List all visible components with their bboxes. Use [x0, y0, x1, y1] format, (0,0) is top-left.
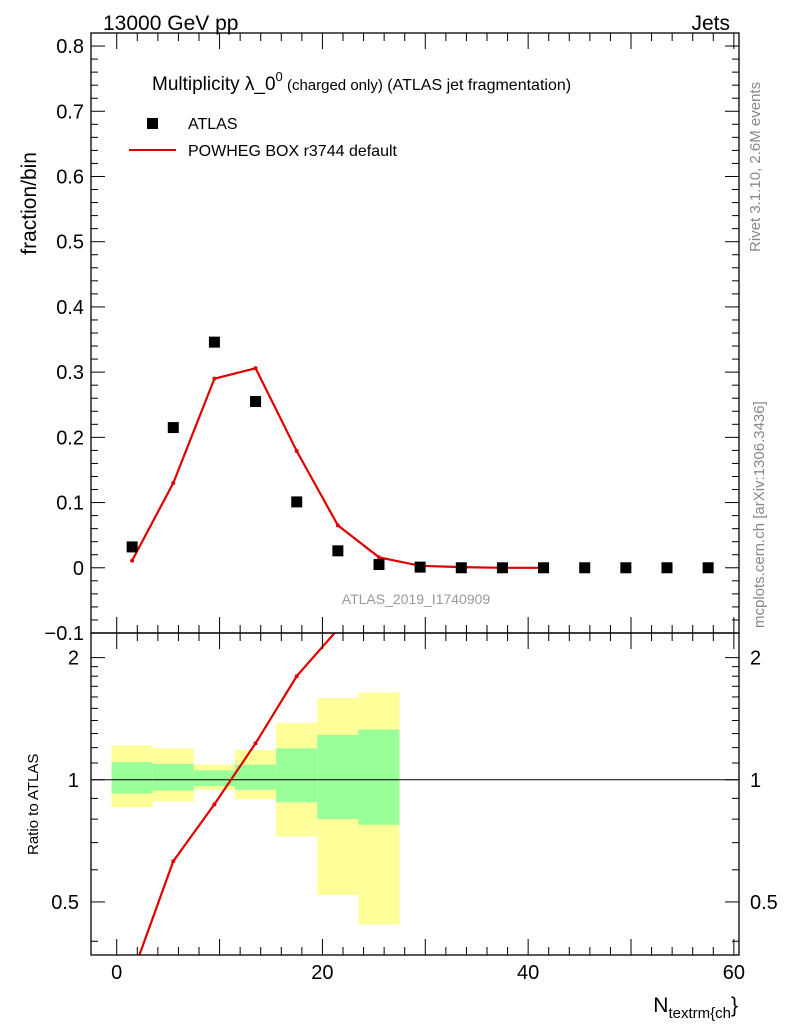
legend-label-atlas: ATLAS [188, 116, 238, 133]
ratio-powheg-line [138, 633, 337, 955]
x-tick-label: 60 [723, 962, 745, 984]
ratio-band-green [193, 770, 235, 787]
x-label-main: N [653, 994, 668, 1017]
main-ytick-label: 0.6 [56, 166, 84, 188]
ratio-ytick-label-right: 2 [750, 648, 761, 670]
rivet-label: Rivet 3.1.10, 2.6M events [747, 82, 764, 252]
title-tail: (ATLAS jet fragmentation) [383, 77, 571, 94]
atlas-point [167, 422, 179, 434]
atlas-point [373, 559, 385, 571]
powheg-point [212, 376, 217, 381]
atlas-point [455, 562, 467, 574]
main-ytick-label: 0.4 [56, 297, 84, 319]
ratio-ytick-label: 1 [68, 770, 79, 792]
main-ytick-label: 0.7 [56, 101, 84, 123]
atlas-point [661, 562, 673, 574]
powheg-point [130, 558, 135, 563]
powheg-point [294, 449, 299, 454]
title-main: Multiplicity λ_0 [152, 74, 276, 95]
main-y-ticks: −0.1 0 0.1 0.2 0.3 0.4 0.5 0.6 0.7 0.8 [45, 36, 739, 645]
ratio-band-green [358, 729, 400, 825]
x-axis-label: Ntextrm{ch} [653, 994, 738, 1022]
atlas-point [579, 562, 591, 574]
atlas-point [620, 562, 632, 574]
ratio-powheg-point [212, 802, 217, 807]
x-label-sub: textrm{ch [668, 1005, 731, 1022]
ratio-band-green [235, 764, 277, 790]
atlas-point [332, 545, 344, 557]
atlas-point [291, 496, 303, 508]
main-ytick-label: 0.8 [56, 36, 84, 58]
main-ytick-label: 0.2 [56, 427, 84, 449]
main-ytick-label: 0 [73, 558, 84, 580]
atlas-point [538, 562, 550, 574]
main-ylabel: fraction/bin [18, 152, 41, 255]
title-superscript: 0 [276, 69, 283, 84]
ratio-series-layer [130, 627, 340, 977]
ratio-powheg-point [130, 973, 134, 977]
mcplots-label: mcplots.cern.ch [arXiv:1306.3436] [751, 401, 768, 628]
ratio-powheg-point [253, 741, 258, 746]
chart-title: Multiplicity λ_00 (charged only) (ATLAS … [152, 69, 571, 95]
ratio-y-ticks: 0.5 0.5 1 1 2 2 [51, 648, 778, 942]
ratio-band-green [276, 748, 318, 803]
ratio-ytick-label: 2 [68, 648, 79, 670]
ratio-frame [90, 632, 740, 956]
x-tick-label: 20 [311, 962, 333, 984]
x-tick-label: 0 [111, 962, 122, 984]
atlas-point [126, 541, 138, 553]
ratio-powheg-point [171, 859, 176, 864]
main-ytick-label: 0.5 [56, 232, 84, 254]
atlas-point [496, 562, 508, 574]
ratio-x-ticks: 0 20 40 60 [111, 633, 745, 984]
legend: ATLAS POWHEG BOX r3744 default [129, 116, 398, 160]
powheg-point [171, 481, 176, 485]
ratio-powheg-point [336, 627, 340, 631]
energy-label: 13000 GeV pp [103, 12, 238, 35]
ratio-band-green [152, 763, 194, 791]
powheg-point [335, 523, 340, 528]
atlas-point [250, 395, 262, 407]
legend-label-powheg: POWHEG BOX r3744 default [188, 143, 398, 160]
ratio-band-green [317, 734, 359, 820]
ratio-ytick-label-right: 0.5 [750, 892, 778, 914]
legend-marker-atlas [147, 118, 158, 129]
title-small: (charged only) [283, 77, 383, 94]
ratio-ytick-label-right: 1 [750, 770, 761, 792]
x-tick-label: 40 [517, 962, 539, 984]
main-panel: −0.1 0 0.1 0.2 0.3 0.4 0.5 0.6 0.7 0.8 fraction/b… [18, 32, 740, 645]
analysis-label: ATLAS_2019_I1740909 [342, 591, 491, 607]
ratio-bands-layer [111, 692, 400, 925]
powheg-point [377, 555, 381, 560]
main-ytick-label: 0.1 [56, 493, 84, 515]
x-label-tail: } [731, 994, 738, 1017]
main-ytick-label: −0.1 [45, 623, 84, 645]
atlas-point [702, 562, 714, 574]
jets-label: Jets [691, 12, 730, 35]
atlas-point [208, 336, 220, 348]
ratio-ytick-label: 0.5 [51, 892, 79, 914]
powheg-point [253, 366, 258, 371]
main-x-ticks [116, 33, 735, 633]
ratio-powheg-point [294, 674, 299, 679]
main-series-layer [126, 336, 714, 574]
ratio-ylabel: Ratio to ATLAS [25, 754, 42, 855]
powheg-line [131, 366, 544, 569]
main-ytick-label: 0.3 [56, 362, 84, 384]
ratio-band-green [111, 762, 153, 794]
ratio-panel: 0.5 0.5 1 1 2 2 0 20 40 60 Ratio to ATLAS Ntextr… [25, 627, 778, 1022]
atlas-point [414, 561, 426, 573]
